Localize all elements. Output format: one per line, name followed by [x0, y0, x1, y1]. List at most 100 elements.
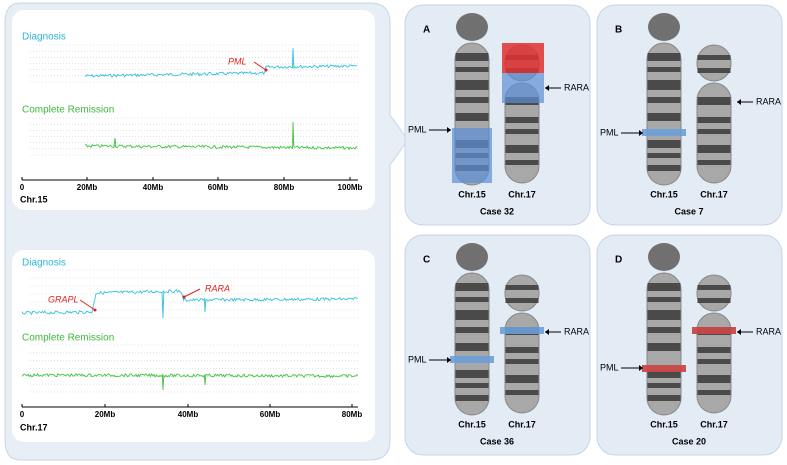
chromosome-band	[697, 145, 731, 153]
chromosome-band	[697, 68, 731, 73]
chromosome-label: Chr.15	[458, 419, 486, 429]
x-tick-label: 20Mb	[95, 410, 116, 419]
gene-label: RARA	[564, 326, 589, 336]
arrow-head	[639, 365, 643, 371]
chromosome-band	[455, 395, 489, 401]
arrow-head	[545, 329, 549, 335]
arrow-head	[737, 99, 741, 105]
gene-annotation: PML	[228, 56, 247, 66]
panel-bg	[596, 4, 783, 226]
track-label: Diagnosis	[22, 258, 66, 269]
chromosome-band	[697, 117, 731, 123]
arrow-head	[93, 308, 97, 312]
case-label: Case 32	[480, 206, 514, 216]
chromosome-band	[505, 375, 539, 383]
chromosome-band	[647, 370, 681, 378]
gene-label: RARA	[564, 82, 589, 92]
gene-label: PML	[600, 127, 619, 137]
chromosome-band	[647, 165, 681, 171]
gene-label: RARA	[756, 326, 781, 336]
chromosome-band	[647, 395, 681, 401]
chromosome-label: Chr.17	[508, 189, 536, 199]
chromosome-band	[455, 343, 489, 351]
chromosome-band	[505, 285, 539, 290]
chromosome-band	[455, 97, 489, 103]
panel-letter: A	[423, 25, 430, 36]
gene-label: RARA	[756, 96, 781, 106]
x-tick-label: 20Mb	[77, 183, 98, 192]
chromosome-label: Chr.17	[700, 189, 728, 199]
chromosome-label: Chr.17	[700, 419, 728, 429]
chromosome-band	[647, 153, 681, 158]
chromosome-band	[697, 390, 731, 395]
track-label: Complete Remission	[22, 105, 114, 116]
case-panel: D PML RARA Chr.15 Chr.17 Case 20	[596, 234, 783, 456]
chromosome-label: Chr.15	[650, 189, 678, 199]
x-tick-label: 80Mb	[274, 183, 295, 192]
chromosome-band	[647, 53, 681, 61]
panel-bg	[404, 234, 591, 456]
chromosome-band	[505, 129, 539, 134]
arrow-head	[447, 127, 451, 133]
chromosome-head	[648, 13, 680, 41]
chromosome-band	[647, 383, 681, 388]
chromosome-band	[697, 298, 731, 303]
chromosome-label: Chr.15	[650, 419, 678, 429]
gene-highlight	[692, 327, 736, 334]
chromosome-band	[697, 97, 731, 105]
track-label: Diagnosis	[22, 32, 66, 43]
case-label: Case 36	[480, 436, 514, 446]
chromosome-band	[647, 343, 681, 351]
arrow-head	[639, 130, 643, 136]
chromosome-band	[505, 347, 539, 353]
arrow-head	[737, 329, 741, 335]
chromosome-band	[455, 297, 489, 302]
chromosome-p-arm	[696, 44, 732, 82]
chromosome-band	[697, 129, 731, 134]
chromosome-band	[647, 297, 681, 302]
x-tick-label: 80Mb	[342, 410, 363, 419]
case-panel: A PML RARA Chr.15 Chr.17 Case 32	[404, 4, 591, 226]
signal-trace	[21, 289, 359, 319]
chromosome-head	[648, 243, 680, 271]
x-tick-label: 40Mb	[178, 410, 199, 419]
chromosome-head	[456, 243, 488, 271]
x-tick-label: 60Mb	[208, 183, 229, 192]
annotation-arrow	[183, 288, 201, 298]
gene-highlight	[500, 327, 544, 334]
chromosome-band	[455, 370, 489, 378]
chromosome-band	[455, 80, 489, 90]
case-label: Case 7	[674, 206, 703, 216]
gene-highlight	[502, 43, 544, 73]
arrow-head	[264, 68, 268, 72]
gene-annotation: RARA	[205, 283, 230, 293]
chromosome-band	[647, 80, 681, 90]
chromosome-band	[647, 113, 681, 121]
x-tick-label: 60Mb	[260, 410, 281, 419]
panel-letter: D	[615, 255, 622, 266]
chromosome-band	[505, 145, 539, 153]
chromosome-band	[455, 383, 489, 388]
plot-box	[12, 250, 375, 442]
gene-highlight	[502, 73, 544, 103]
gene-label: PML	[600, 362, 619, 372]
panel-letter: B	[615, 25, 622, 36]
arrow-head	[545, 85, 549, 91]
gene-highlight	[452, 128, 492, 183]
chromosome-band	[697, 359, 731, 364]
chromosome-band	[697, 55, 731, 60]
chromosome-band	[505, 298, 539, 303]
chromosome-band	[455, 327, 489, 333]
annotation-arrow	[253, 61, 267, 71]
chromosome-band	[647, 67, 681, 72]
chromosome-band	[647, 283, 681, 291]
panel-bg	[404, 4, 591, 226]
annotation-arrow	[79, 299, 96, 311]
x-tick-label: 40Mb	[143, 183, 164, 192]
signal-trace	[84, 121, 358, 151]
chromosome-band	[697, 347, 731, 353]
chromosome-band	[455, 67, 489, 72]
chromosome-p-arm	[504, 274, 540, 312]
signal-trace	[84, 47, 358, 78]
